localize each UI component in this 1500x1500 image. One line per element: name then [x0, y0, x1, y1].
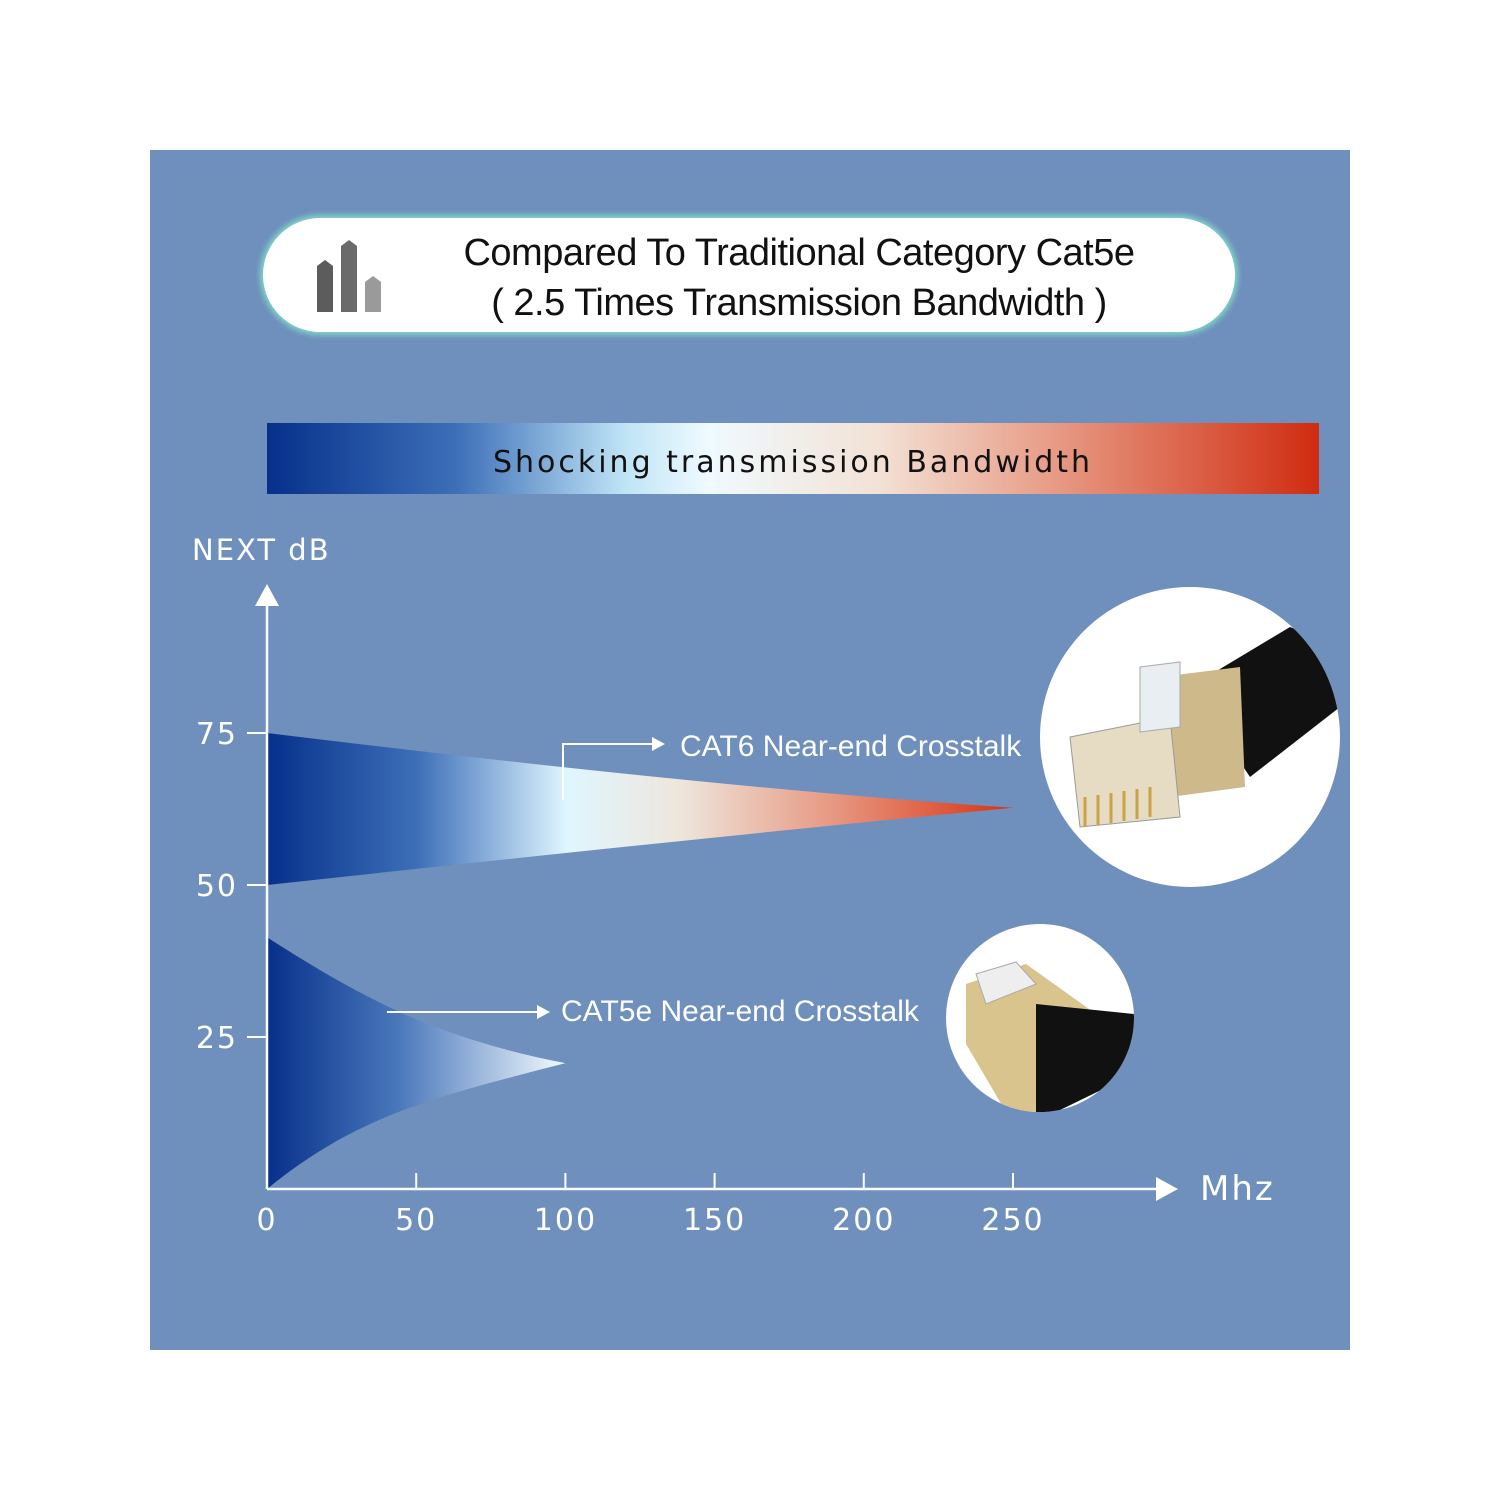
x-tick-label: 0 — [256, 1203, 277, 1238]
header-title: Compared To Traditional Category Cat5e — [463, 232, 1135, 274]
y-tick-label: 25 — [196, 1021, 238, 1056]
cat5e-label: CAT5e Near-end Crosstalk — [561, 995, 920, 1028]
banner-text: Shocking transmission Bandwidth — [492, 445, 1094, 480]
x-tick-label: 200 — [832, 1203, 895, 1238]
cat6-arrow-icon — [652, 737, 665, 751]
header-subtitle: ( 2.5 Times Transmission Bandwidth ) — [491, 282, 1107, 324]
y-tick-label: 50 — [196, 869, 238, 904]
x-tick-label: 150 — [683, 1203, 746, 1238]
y-axis-label: NEXT dB — [192, 533, 331, 567]
cat5e-arrow-icon — [537, 1005, 550, 1019]
cat6-crosstalk-area — [267, 733, 1013, 885]
cat6-label: CAT6 Near-end Crosstalk — [680, 730, 1022, 763]
cat6-connector-photo — [1040, 587, 1340, 887]
cat5e-connector-photo — [946, 924, 1134, 1112]
y-axis-arrow-icon — [255, 584, 279, 606]
x-axis-arrow-icon — [1156, 1177, 1178, 1201]
x-tick-label: 50 — [395, 1203, 437, 1238]
x-axis-label: Mhz — [1200, 1169, 1275, 1209]
cat5e-crosstalk-area — [267, 937, 566, 1189]
cat6-callout-line — [562, 743, 655, 800]
bar-chart-icon — [317, 240, 381, 312]
gradient-banner: Shocking transmission Bandwidth — [267, 423, 1319, 494]
x-tick-label: 250 — [981, 1203, 1044, 1238]
y-tick-label: 75 — [196, 717, 238, 752]
x-tick-label: 100 — [534, 1203, 597, 1238]
header-banner: Compared To Traditional Category Cat5e (… — [263, 218, 1235, 332]
